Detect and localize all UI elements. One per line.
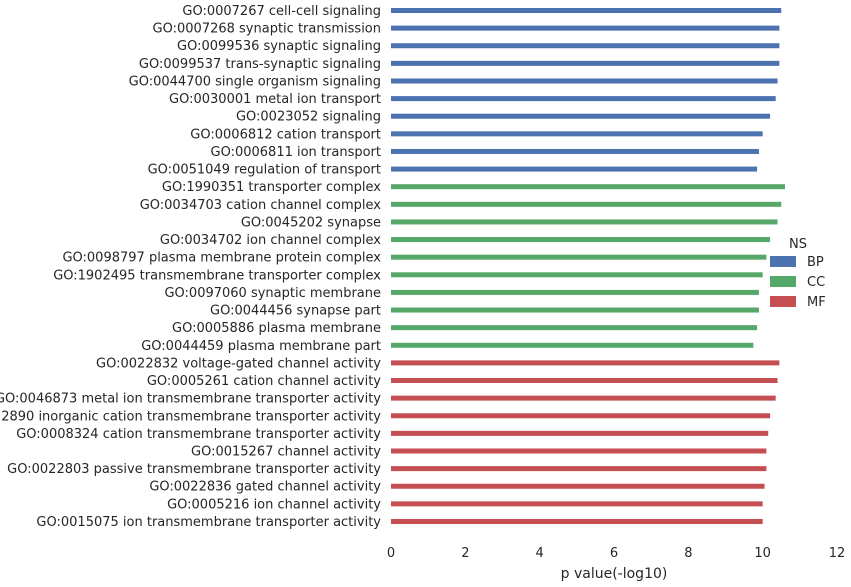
bar-bp <box>391 148 759 154</box>
bar-bp <box>391 43 780 49</box>
y-tick-label: GO:0030001 metal ion transport <box>169 92 381 107</box>
y-tick-label: GO:0006811 ion transport <box>211 145 382 160</box>
y-tick-label: GO:0006812 cation transport <box>190 127 381 142</box>
bar-cc <box>391 184 785 190</box>
bars-layer <box>391 8 785 524</box>
x-tick-label: 12 <box>829 546 846 561</box>
bar-mf <box>391 448 767 454</box>
bar-cc <box>391 237 771 243</box>
bar-mf <box>391 518 763 524</box>
x-tick-label: 6 <box>610 546 618 561</box>
y-tick-label: GO:0098797 plasma membrane protein compl… <box>62 251 381 266</box>
legend-label-cc: CC <box>807 275 825 290</box>
y-tick-label: GO:0015267 channel activity <box>191 445 381 460</box>
bar-cc <box>391 272 763 278</box>
x-tick-label: 2 <box>461 546 469 561</box>
bar-cc <box>391 219 778 225</box>
bar-cc <box>391 289 759 295</box>
y-tick-label: GO:0045202 synapse <box>241 215 381 230</box>
y-tick-label: GO:0099537 trans-synaptic signaling <box>139 57 381 72</box>
bar-mf <box>391 483 765 489</box>
bar-bp <box>391 78 778 84</box>
bar-cc <box>391 325 758 331</box>
y-tick-label: GO:0022890 inorganic cation transmembran… <box>0 409 381 424</box>
bar-mf <box>391 430 769 436</box>
bar-bp <box>391 25 780 31</box>
y-tick-label: GO:0044456 synapse part <box>210 304 381 319</box>
bar-cc <box>391 307 759 313</box>
y-tick-label: GO:0023052 signaling <box>236 110 381 125</box>
bar-mf <box>391 395 776 401</box>
bar-bp <box>391 113 771 119</box>
y-tick-label: GO:0005261 cation channel activity <box>147 374 381 389</box>
y-tick-label: GO:0005886 plasma membrane <box>172 321 381 336</box>
y-tick-label: GO:0046873 metal ion transmembrane trans… <box>0 392 381 407</box>
bar-mf <box>391 413 771 419</box>
y-tick-label: GO:0044459 plasma membrane part <box>141 339 381 354</box>
bar-bp <box>391 8 782 13</box>
y-tick-label: GO:0015075 ion transmembrane transporter… <box>36 515 381 530</box>
y-tick-labels: GO:0007267 cell-cell signaling GO:0007268… <box>0 4 381 530</box>
x-tick-label: 0 <box>387 546 395 561</box>
x-tick-label: 4 <box>536 546 544 561</box>
x-tick-label: 8 <box>684 546 692 561</box>
y-tick-label: GO:0099536 synaptic signaling <box>177 39 381 54</box>
y-tick-label: GO:0051049 regulation of transport <box>148 163 381 178</box>
y-tick-label: GO:0022832 voltage-gated channel activit… <box>96 356 381 371</box>
y-tick-label: GO:0007267 cell-cell signaling <box>182 4 381 19</box>
bar-bp <box>391 96 776 102</box>
legend-swatch-mf <box>770 296 796 307</box>
legend-label-mf: MF <box>807 295 826 310</box>
legend-swatch-cc <box>770 276 796 287</box>
legend: NS BP CC MF <box>770 237 826 310</box>
bar-mf <box>391 501 763 507</box>
bar-mf <box>391 378 778 384</box>
legend-swatch-bp <box>770 256 796 267</box>
bar-bp <box>391 60 780 66</box>
y-tick-label: GO:0097060 synaptic membrane <box>164 286 381 301</box>
y-tick-label: GO:0008324 cation transmembrane transpor… <box>16 427 381 442</box>
bar-cc <box>391 201 782 207</box>
y-tick-label: GO:0007268 synaptic transmission <box>153 22 381 37</box>
y-tick-label: GO:0022803 passive transmembrane transpo… <box>7 462 381 477</box>
bar-cc <box>391 342 754 348</box>
y-tick-label: GO:1902495 transmembrane transporter com… <box>53 268 381 283</box>
y-tick-label: GO:0034703 cation channel complex <box>140 198 382 213</box>
y-tick-label: GO:1990351 transporter complex <box>162 180 381 195</box>
x-tick-label: 10 <box>754 546 771 561</box>
bar-bp <box>391 166 758 172</box>
y-tick-label: GO:0044700 single organism signaling <box>129 74 381 89</box>
x-tick-labels: 0 2 4 6 8 10 12 <box>387 546 845 561</box>
legend-title: NS <box>789 237 807 252</box>
bar-cc <box>391 254 767 260</box>
x-axis-label: p value(-log10) <box>561 566 668 582</box>
bar-mf <box>391 466 767 472</box>
bar-bp <box>391 131 763 137</box>
y-tick-label: GO:0022836 gated channel activity <box>149 480 381 495</box>
bar-mf <box>391 360 780 366</box>
legend-label-bp: BP <box>807 255 824 270</box>
y-tick-label: GO:0034702 ion channel complex <box>160 233 381 248</box>
y-tick-label: GO:0005216 ion channel activity <box>167 497 381 512</box>
